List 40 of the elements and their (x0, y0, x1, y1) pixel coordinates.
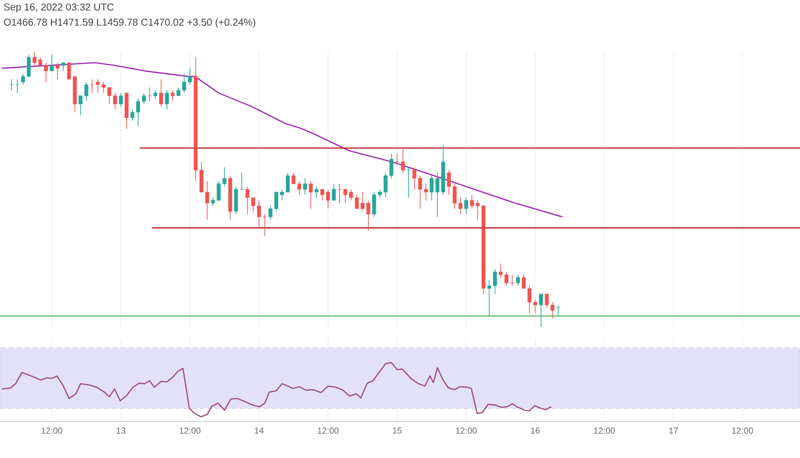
x-tick-label: 16 (531, 428, 540, 434)
candlestick (332, 183, 336, 201)
x-tick-label: 12:00 (594, 428, 615, 434)
x-tick-label: 12:00 (318, 428, 339, 434)
candlestick (539, 294, 543, 328)
candlestick (303, 178, 307, 196)
candlestick (389, 153, 394, 179)
candlestick (516, 274, 520, 286)
x-tick-label: 12:00 (180, 428, 200, 434)
x-tick-label: 12:00 (456, 428, 477, 434)
candlestick (424, 183, 428, 201)
candlestick (170, 90, 175, 102)
x-tick-label: 13 (116, 428, 126, 434)
candlestick (400, 148, 405, 174)
candlestick (308, 180, 313, 209)
candlestick (464, 197, 468, 214)
candlestick (372, 192, 376, 218)
x-tick-label: 15 (392, 428, 402, 434)
x-tick-label: 14 (254, 428, 264, 434)
candlestick (430, 175, 434, 201)
candlestick (118, 92, 123, 108)
candlestick (234, 186, 238, 214)
candlestick (84, 82, 88, 102)
x-tick-label: 17 (669, 428, 678, 434)
chart-title: Sep 16, 2022 03:32 UTC (4, 3, 114, 13)
chart-subtitle: O1466.78 H1471.59 L1459.78 C1470.02 +3.50 (+0.24%) (4, 18, 256, 28)
candlestick (188, 68, 192, 86)
x-tick-label: 12:00 (732, 428, 753, 434)
candlestick (50, 54, 54, 72)
candlestick (78, 95, 83, 116)
x-tick-label: 12:00 (42, 428, 62, 434)
candlestick (458, 197, 462, 214)
candlestick (159, 78, 164, 108)
candlestick (142, 92, 146, 104)
candlestick (314, 186, 318, 198)
candlestick (164, 90, 169, 110)
candlestick (67, 62, 71, 80)
candlestick (366, 200, 370, 232)
candlestick (56, 62, 60, 80)
candlestick (510, 274, 514, 286)
